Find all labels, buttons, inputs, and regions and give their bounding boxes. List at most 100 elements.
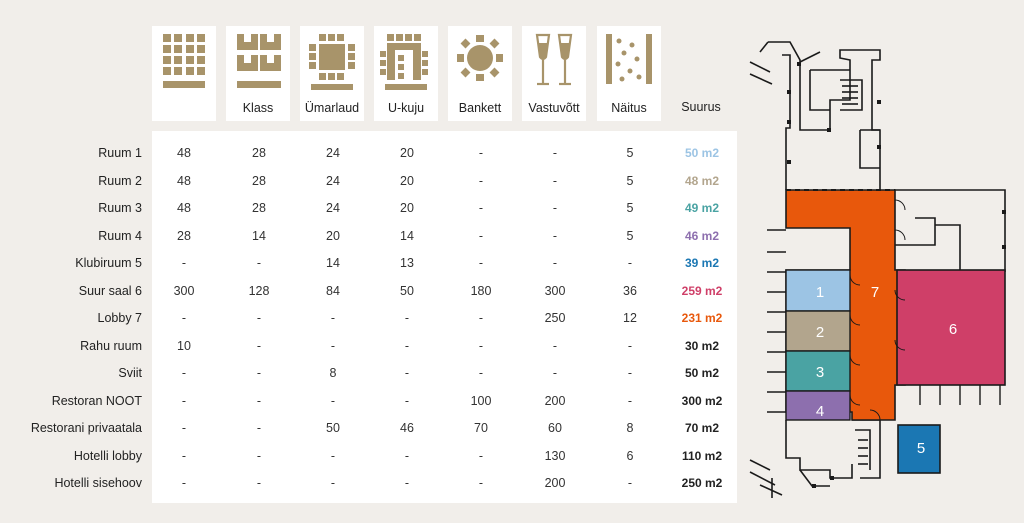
size-cell: 48 m2 bbox=[684, 173, 720, 188]
capacity-cell: 36 bbox=[623, 283, 637, 298]
exhibition-icon bbox=[606, 34, 652, 84]
u-shape-icon bbox=[380, 34, 428, 90]
capacity-cell: 28 bbox=[252, 173, 266, 188]
room-5-number: 5 bbox=[917, 440, 925, 457]
capacity-cell: 60 bbox=[548, 421, 562, 435]
capacity-cell: - bbox=[404, 366, 410, 380]
round-table-card: Ümarlaud bbox=[300, 26, 364, 121]
capacity-cell: - bbox=[478, 146, 484, 160]
classroom-card: Klass bbox=[226, 26, 290, 121]
size-cell: 39 m2 bbox=[684, 256, 720, 270]
banquet-label: Bankett bbox=[458, 101, 502, 115]
capacity-cell: - bbox=[404, 448, 410, 463]
room-2-area bbox=[785, 310, 851, 352]
room-6-number: 6 bbox=[949, 321, 957, 338]
capacity-cell: - bbox=[552, 338, 558, 353]
capacity-cell: - bbox=[330, 393, 336, 408]
capacity-cell: - bbox=[552, 366, 558, 380]
capacity-cell: 300 bbox=[173, 283, 195, 298]
capacity-cell: - bbox=[478, 311, 484, 325]
banquet-card: Bankett bbox=[448, 26, 512, 121]
classroom-icon bbox=[237, 34, 281, 88]
capacity-cell: 46 bbox=[400, 421, 414, 435]
row-label: Hotelli lobby bbox=[73, 448, 142, 463]
capacity-cell: - bbox=[627, 256, 633, 270]
capacity-cell: 300 bbox=[544, 283, 566, 298]
reception-card: Vastuvõtt bbox=[522, 26, 586, 121]
size-cell: 50 m2 bbox=[684, 366, 720, 380]
capacity-cell: 48 bbox=[177, 146, 191, 160]
capacity-cell: - bbox=[330, 338, 336, 353]
round-table-label: Ümarlaud bbox=[304, 101, 360, 115]
capacity-cell: - bbox=[478, 228, 484, 243]
capacity-cell: 13 bbox=[400, 256, 414, 270]
capacity-cell: - bbox=[627, 476, 633, 490]
capacity-cell: - bbox=[552, 256, 558, 270]
capacity-cell: 70 bbox=[474, 421, 488, 435]
capacity-cell: - bbox=[627, 366, 633, 380]
capacity-cell: 24 bbox=[326, 173, 340, 188]
room-3-area bbox=[785, 350, 851, 392]
capacity-cell: - bbox=[404, 338, 410, 353]
capacity-cell: 8 bbox=[626, 421, 634, 435]
capacity-cell: - bbox=[181, 393, 187, 408]
capacity-table-background bbox=[152, 131, 737, 503]
capacity-cell: - bbox=[256, 448, 262, 463]
capacity-cell: 50 bbox=[400, 283, 414, 298]
capacity-cell: - bbox=[552, 228, 558, 243]
capacity-cell: - bbox=[478, 256, 484, 270]
capacity-cell: 200 bbox=[544, 393, 566, 408]
capacity-cell: 180 bbox=[470, 283, 492, 298]
capacity-cell: 128 bbox=[248, 283, 270, 298]
capacity-cell: - bbox=[404, 393, 410, 408]
capacity-cell: 20 bbox=[400, 173, 414, 188]
capacity-cell: 10 bbox=[177, 338, 191, 353]
row-label: Rahu ruum bbox=[80, 338, 142, 353]
capacity-cell: 5 bbox=[626, 228, 634, 243]
capacity-cell: 14 bbox=[252, 228, 266, 243]
capacity-cell: - bbox=[256, 476, 262, 490]
row-label: Ruum 3 bbox=[98, 201, 142, 215]
row-label: Ruum 1 bbox=[98, 146, 142, 160]
row-label: Klubiruum 5 bbox=[75, 256, 142, 270]
reception-icon bbox=[535, 33, 573, 86]
reception-label: Vastuvõtt bbox=[528, 101, 580, 115]
capacity-cell: - bbox=[256, 311, 262, 325]
capacity-cell: 14 bbox=[400, 228, 414, 243]
capacity-cell: - bbox=[627, 338, 633, 353]
capacity-cell: - bbox=[256, 256, 262, 270]
size-column-header: Suurus bbox=[681, 100, 721, 114]
capacity-cell: - bbox=[552, 201, 558, 215]
capacity-cell: - bbox=[330, 311, 336, 325]
row-label: Restorani privaatala bbox=[30, 421, 142, 435]
row-label: Sviit bbox=[118, 366, 142, 380]
capacity-cell: - bbox=[404, 476, 410, 490]
capacity-cell: - bbox=[478, 201, 484, 215]
capacity-cell: - bbox=[256, 366, 262, 380]
room-1-number: 1 bbox=[816, 284, 824, 301]
capacity-cell: - bbox=[181, 366, 187, 380]
u-shape-label: U-kuju bbox=[387, 101, 425, 115]
capacity-cell: 200 bbox=[544, 476, 566, 490]
room-7-number: 7 bbox=[871, 284, 879, 301]
capacity-cell: - bbox=[181, 256, 187, 270]
size-cell: 110 m2 bbox=[681, 448, 723, 463]
capacity-cell: 28 bbox=[252, 201, 266, 215]
capacity-cell: 20 bbox=[326, 228, 340, 243]
capacity-cell: - bbox=[552, 173, 558, 188]
capacity-cell: 48 bbox=[177, 173, 191, 188]
row-label: Ruum 4 bbox=[98, 228, 142, 243]
row-label: Suur saal 6 bbox=[78, 283, 142, 298]
theatre-icon bbox=[163, 34, 205, 88]
floor-plan: 1 2 3 4 5 6 7 bbox=[749, 41, 1006, 498]
capacity-cell: 100 bbox=[470, 393, 492, 408]
exhibition-label: Näitus bbox=[611, 101, 647, 115]
capacity-cell: - bbox=[330, 476, 336, 490]
capacity-cell: - bbox=[256, 393, 262, 408]
size-cell: 49 m2 bbox=[684, 201, 720, 215]
capacity-cell: 8 bbox=[329, 366, 337, 380]
capacity-cell: - bbox=[256, 338, 262, 353]
theatre-card bbox=[152, 26, 216, 121]
capacity-cell: - bbox=[181, 476, 187, 490]
capacity-cell: - bbox=[478, 448, 484, 463]
